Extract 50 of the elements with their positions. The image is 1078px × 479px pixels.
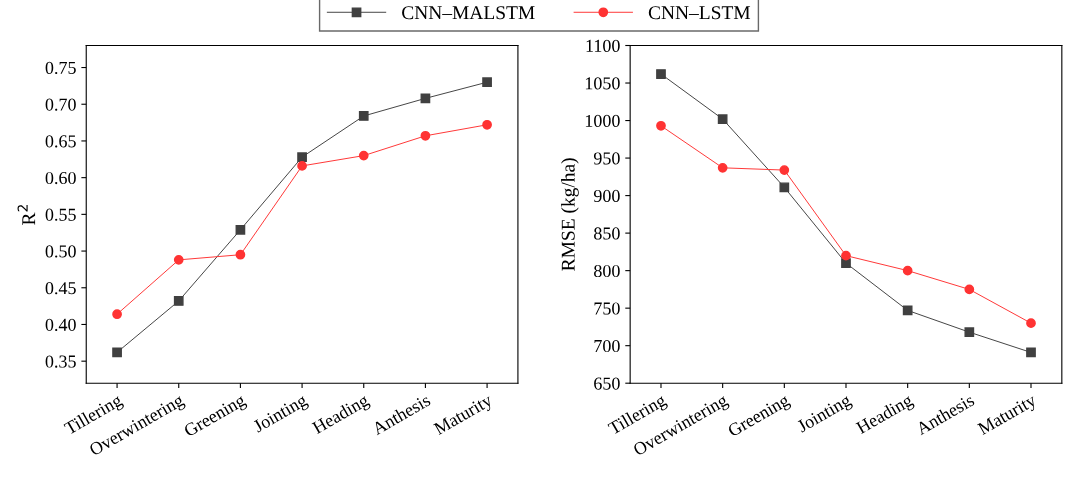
point: [717, 162, 728, 173]
y-tick-label: 800: [594, 264, 620, 278]
y-tick-label: 650: [594, 377, 620, 390]
y-tick-label: 0.35: [45, 355, 76, 368]
point: [358, 150, 369, 161]
point: [482, 77, 492, 88]
point: [964, 327, 975, 338]
point: [420, 130, 431, 141]
y-tick-label: 950: [593, 152, 620, 165]
y-axis-title: RMSE (kg/ha): [561, 158, 579, 271]
point: [841, 258, 851, 268]
point: [964, 284, 975, 295]
y-tick-label: 0.70: [45, 98, 76, 111]
y-tick-label: 0.50: [45, 245, 76, 258]
point: [656, 69, 666, 79]
point: [358, 111, 369, 121]
y-tick-label: 0.40: [45, 318, 76, 331]
y-tick-label: 700: [594, 339, 620, 353]
legend-label: CNN–LSTM: [648, 6, 751, 20]
point: [779, 165, 790, 175]
y-tick-label: 0.55: [45, 208, 76, 221]
point: [297, 161, 307, 171]
point: [902, 305, 913, 316]
y-tick-label: 0.75: [45, 61, 76, 75]
y-tick-label: 750: [594, 302, 620, 315]
point: [235, 224, 246, 235]
y-tick-label: 1100: [586, 39, 620, 52]
point: [1026, 347, 1036, 358]
y-axis-title: R$^{2}$: [17, 205, 36, 225]
point: [482, 119, 492, 130]
point: [173, 255, 184, 265]
legend-label: CNN–MALSTM: [402, 6, 535, 20]
y-tick-label: 900: [593, 189, 620, 203]
point: [717, 114, 728, 124]
y-tick-label: 1000: [585, 114, 620, 127]
point: [656, 120, 666, 131]
point: [779, 182, 790, 193]
y-tick-label: 850: [594, 227, 620, 240]
point: [235, 249, 246, 260]
point: [902, 265, 913, 276]
point: [297, 152, 307, 162]
y-tick-label: 1050: [585, 77, 620, 90]
point: [1026, 318, 1036, 329]
point: [173, 296, 184, 306]
y-tick-label: 0.60: [45, 171, 76, 185]
y-tick-label: 0.45: [45, 282, 76, 295]
y-tick-label: 0.65: [45, 135, 76, 148]
point: [112, 347, 122, 358]
point: [841, 250, 851, 261]
point: [112, 309, 122, 320]
